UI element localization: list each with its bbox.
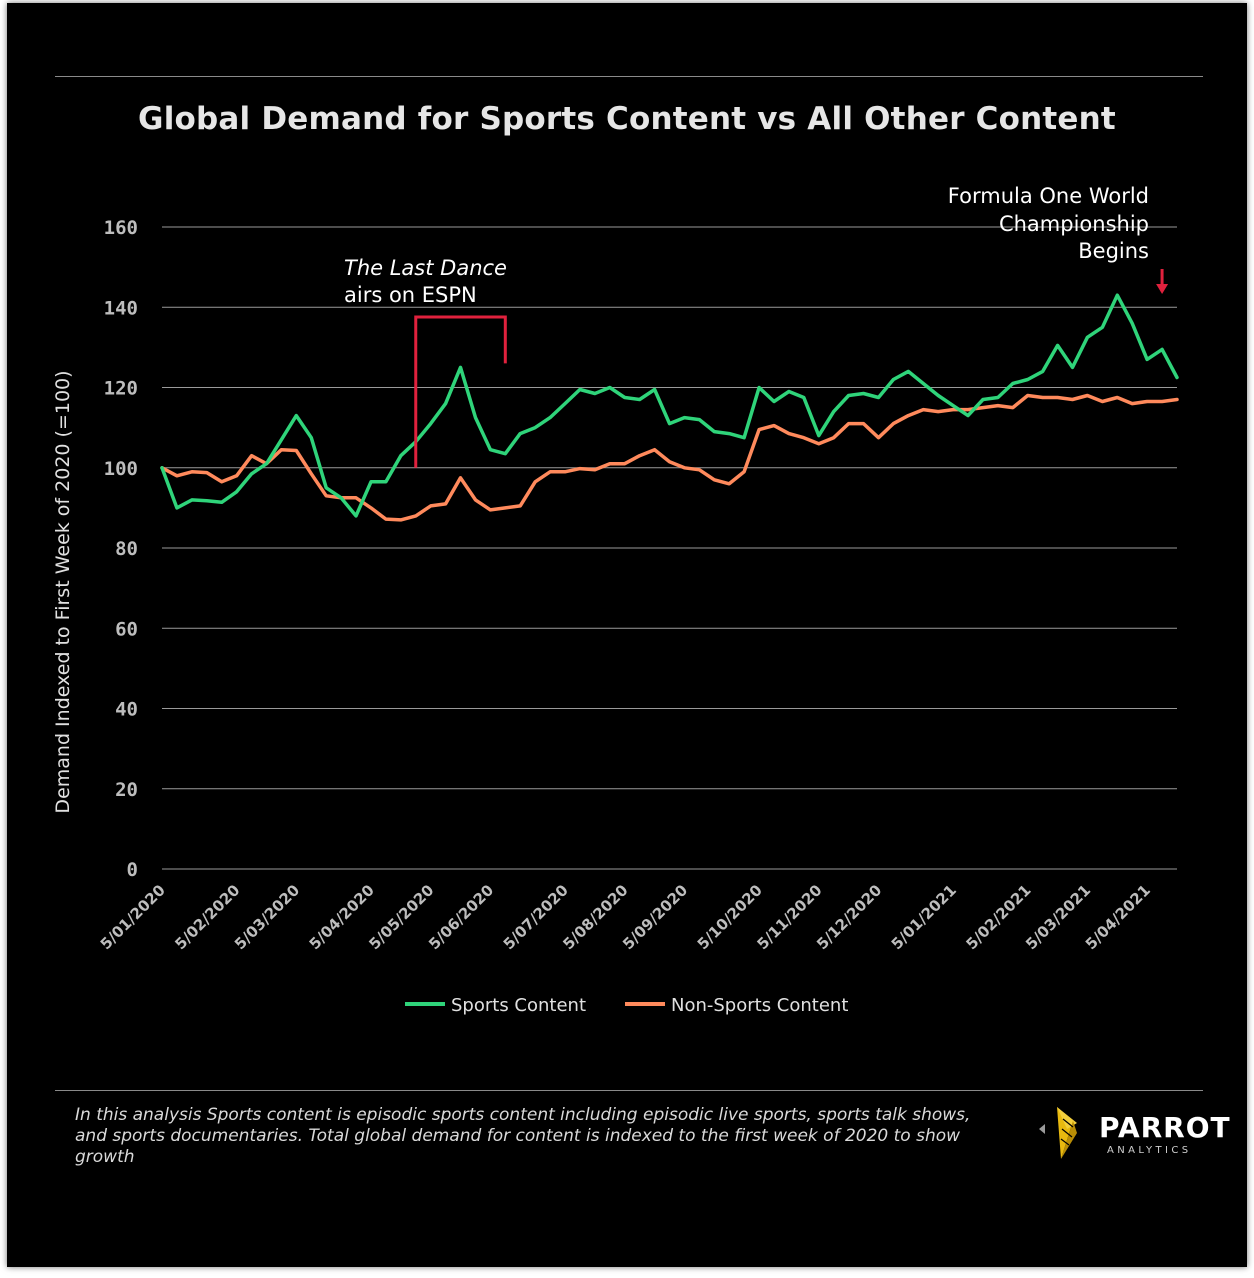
legend-label-sports: Sports Content (451, 995, 586, 1016)
series-lines (160, 293, 1179, 522)
y-tick-label: 100 (104, 458, 138, 480)
x-tick-label: 5/01/2021 (888, 881, 960, 953)
chart-title: Global Demand for Sports Content vs All … (138, 101, 1116, 137)
series-line-non-sports (160, 393, 1179, 522)
logo-subtitle: ANALYTICS (1107, 1145, 1192, 1156)
y-tick-label: 60 (115, 618, 138, 640)
parrot-logo-icon (1039, 1107, 1077, 1159)
x-tick-label: 5/09/2020 (619, 881, 691, 953)
x-tick-label: 5/12/2020 (813, 881, 885, 953)
y-axis-label: Demand Indexed to First Week of 2020 (=1… (52, 370, 74, 813)
y-tick-label: 160 (104, 217, 138, 239)
parrot-analytics-logo: PARROT ANALYTICS (1033, 1099, 1233, 1163)
f1-arrow-head (1156, 284, 1169, 294)
footnote: In this analysis Sports content is episo… (75, 1105, 971, 1167)
y-tick-label: 80 (115, 538, 138, 560)
logo-wordmark: PARROT (1099, 1111, 1231, 1144)
line-chart: 0 20 40 60 80 100 120 140 160 Demand Indexed to … (52, 184, 1179, 1016)
series-line-sports (160, 293, 1179, 518)
y-tick-label: 20 (115, 779, 138, 801)
f1-annotation-line3: Begins (1078, 239, 1149, 263)
x-tick-label: 5/06/2020 (425, 881, 497, 953)
f1-annotation-line1: Formula One World (948, 184, 1149, 208)
x-tick-label: 5/03/2020 (231, 881, 303, 953)
y-tick-label: 120 (104, 378, 138, 400)
bottom-divider (55, 1090, 1203, 1091)
x-tick-label: 5/04/2021 (1082, 881, 1154, 953)
y-tick-label: 140 (104, 297, 138, 319)
x-tick-label: 5/01/2020 (97, 881, 169, 953)
f1-annotation-line2: Championship (999, 212, 1149, 236)
gridlines (162, 226, 1177, 870)
y-tick-label: 40 (115, 699, 138, 721)
last-dance-bracket (414, 315, 507, 468)
y-axis-ticks: 0 20 40 60 80 100 120 140 160 (104, 217, 138, 881)
y-tick-label: 0 (127, 859, 138, 881)
annotations: The Last Dance airs on ESPN Formula One … (344, 184, 1169, 468)
legend: Sports Content Non-Sports Content (405, 995, 848, 1016)
last-dance-text: airs on ESPN (344, 283, 477, 307)
legend-label-non-sports: Non-Sports Content (671, 995, 848, 1016)
last-dance-title: The Last Dance (344, 256, 507, 280)
chart-card: Global Demand for Sports Content vs All … (7, 3, 1247, 1267)
top-divider (55, 76, 1203, 77)
